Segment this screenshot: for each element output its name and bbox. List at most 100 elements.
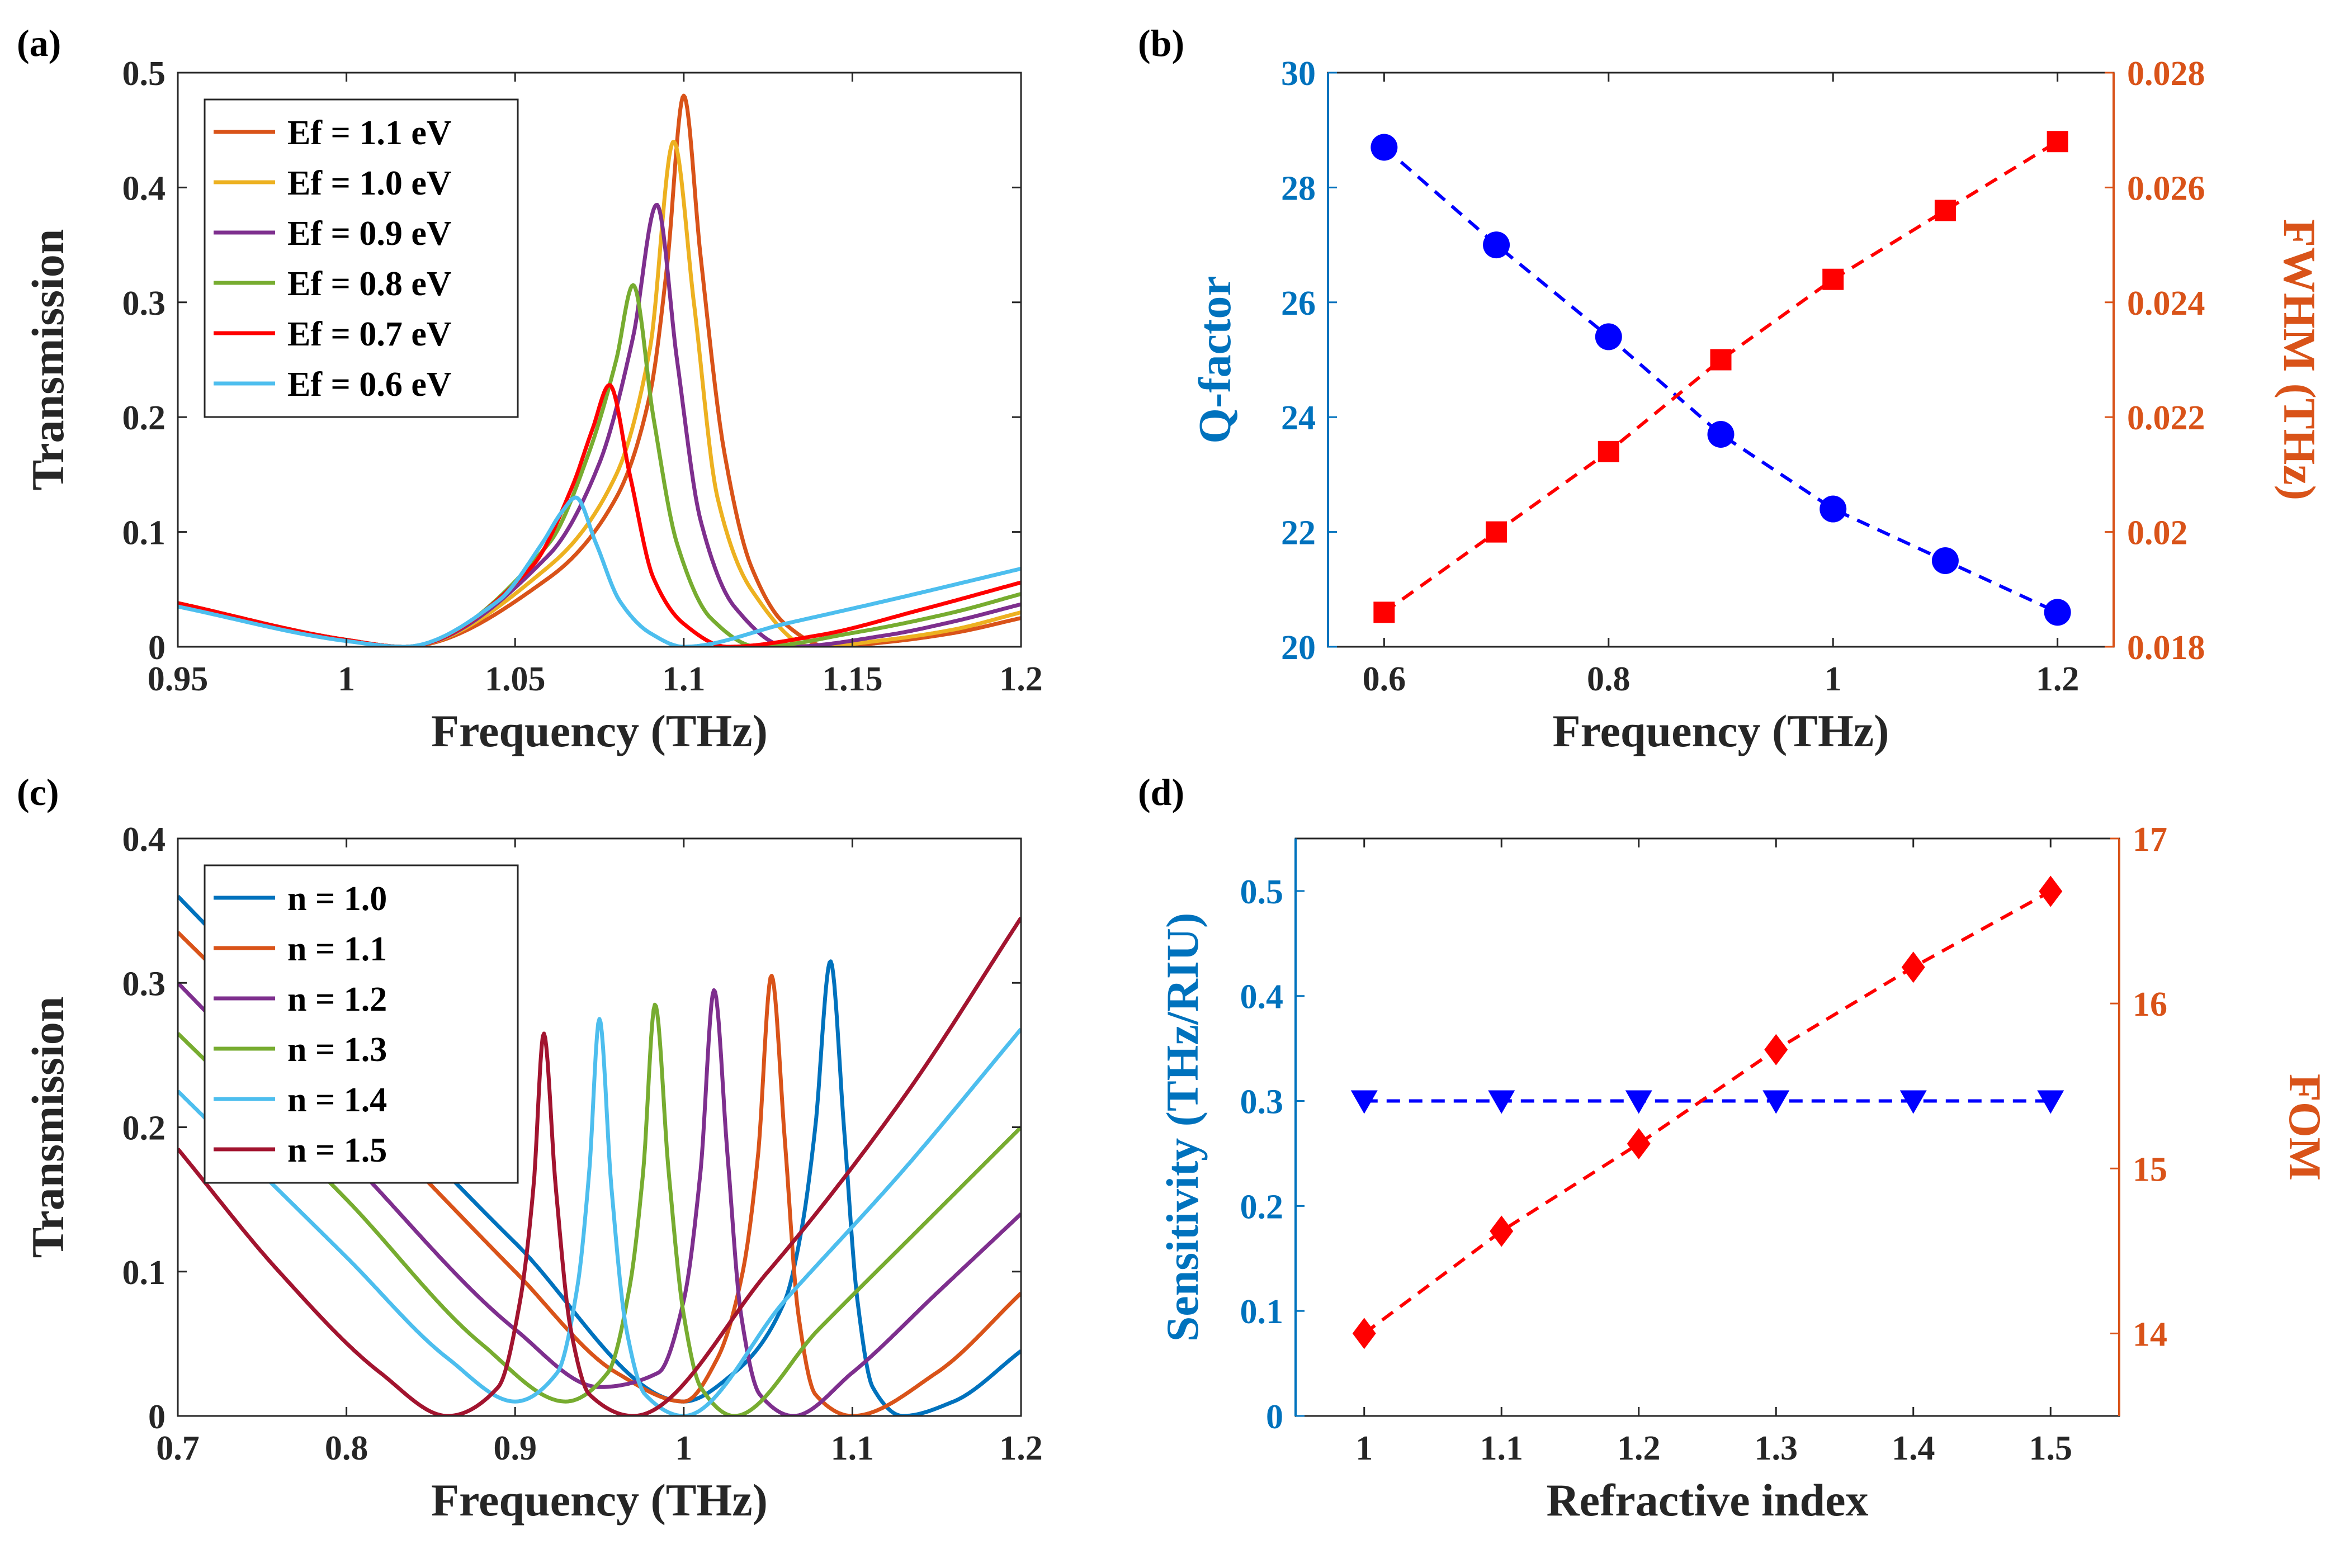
legend-label: Ef = 1.1 eV [287, 114, 452, 152]
data-point [1595, 323, 1622, 350]
data-point [1901, 951, 1925, 983]
legend-label: Ef = 1.0 eV [287, 164, 452, 202]
x-tick-label: 1 [675, 1429, 692, 1467]
y-tick-label: 0.1 [122, 1254, 166, 1292]
y-tick-label: 0 [148, 629, 166, 667]
x-tick-label: 0.7 [156, 1429, 200, 1467]
y-tick-label: 0.2 [122, 399, 166, 437]
x-tick-label: 0.8 [1587, 660, 1631, 698]
y-right-axis-label: FWHM (THz) [2274, 219, 2325, 500]
y-tick-label: 0.1 [122, 514, 166, 552]
legend-box [204, 864, 519, 1184]
panel-label: (d) [1138, 771, 1184, 813]
x-tick-label: 1.4 [1892, 1429, 1935, 1467]
data-point [1490, 1215, 1514, 1247]
y-tick-label: 24 [1281, 399, 1316, 437]
x-tick-label: 1.1 [662, 660, 706, 698]
legend-label: n = 1.3 [287, 1031, 387, 1069]
x-axis-label: Refractive index [1546, 1475, 1868, 1526]
plot-data [1350, 875, 2064, 1349]
data-point [1488, 1090, 1515, 1114]
y-tick-label: 0.2 [1240, 1188, 1284, 1226]
series-line [178, 495, 1021, 647]
data-point [1371, 134, 1398, 161]
y-right-tick-label: 0.018 [2127, 629, 2205, 667]
data-point [1820, 495, 1847, 523]
data-point [1899, 1090, 1927, 1114]
x-tick-label: 0.95 [148, 660, 209, 698]
x-tick-label: 0.9 [493, 1429, 537, 1467]
data-point [1625, 1090, 1652, 1114]
x-axis-label: Frequency (THz) [1553, 705, 1889, 756]
plot-data [1371, 131, 2071, 626]
y-right-tick-label: 0.02 [2127, 514, 2188, 552]
y-tick-label: 0.4 [1240, 978, 1284, 1016]
y-tick-label: 0 [1266, 1398, 1283, 1436]
x-tick-label: 1.3 [1755, 1429, 1798, 1467]
legend-label: n = 1.4 [287, 1081, 387, 1119]
x-tick-label: 1.2 [999, 1429, 1043, 1467]
y-tick-label: 0.4 [122, 821, 166, 859]
panel-d: 1 1.1 1.2 1.3 1.4 1.5 0 0.1 0.2 0.3 0.4 0.5 14 15 16 17… [1138, 771, 2331, 1526]
data-point [1352, 1318, 1376, 1349]
y-right-tick-label: 0.028 [2127, 55, 2205, 93]
x-tick-label: 1 [1355, 1429, 1373, 1467]
legend: Ef = 1.1 eV Ef = 1.0 eV Ef = 0.9 eV Ef = 0.… [204, 98, 519, 418]
panel-label: (c) [17, 771, 59, 813]
y-tick-label: 0.3 [122, 285, 166, 323]
y-tick-label: 0.5 [122, 55, 166, 93]
plot-area [1296, 839, 2119, 1416]
legend: n = 1.0 n = 1.1 n = 1.2 n = 1.3 n = 1.4 n = 1… [204, 864, 519, 1184]
y-tick-label: 30 [1281, 55, 1316, 93]
y-right-tick-label: 0.022 [2127, 399, 2205, 437]
panel-label: (a) [17, 22, 61, 64]
x-tick-label: 0.6 [1363, 660, 1406, 698]
panel-label: (b) [1138, 22, 1184, 64]
x-tick-label: 1.05 [485, 660, 546, 698]
panel-a: 0.95 1 1.05 1.1 1.15 1.2 0 0.1 0.2 0.3 0.4 0.5 Frequ… [17, 22, 1043, 756]
data-point [1934, 200, 1956, 221]
data-point [2047, 131, 2068, 153]
data-point [1822, 268, 1844, 290]
x-axis-label: Frequency (THz) [431, 705, 768, 756]
x-tick-label: 1.2 [2036, 660, 2080, 698]
x-tick-label: 1.1 [1480, 1429, 1524, 1467]
x-tick-label: 1.5 [2029, 1429, 2073, 1467]
data-point [2037, 1090, 2064, 1114]
x-tick-label: 1 [1825, 660, 1842, 698]
data-point [1483, 231, 1510, 259]
series-line [178, 917, 1021, 1416]
y-tick-label: 28 [1281, 169, 1316, 207]
data-point [1373, 601, 1395, 623]
panel-c: 0.7 0.8 0.9 1 1.1 1.2 0 0.1 0.2 0.3 0.4 Frequency (… [17, 771, 1043, 1526]
data-point [1627, 1128, 1651, 1160]
legend-label: n = 1.0 [287, 880, 387, 918]
x-tick-label: 1.1 [831, 1429, 875, 1467]
data-point [1710, 349, 1732, 371]
y-tick-label: 0.3 [1240, 1083, 1284, 1121]
data-point [1598, 440, 1619, 462]
y-tick-label: 22 [1281, 514, 1316, 552]
data-point [2039, 875, 2063, 907]
data-point [1486, 521, 1507, 543]
data-point [2044, 599, 2071, 626]
legend-label: n = 1.5 [287, 1131, 387, 1169]
data-point [1762, 1090, 1790, 1114]
y-right-tick-label: 15 [2133, 1150, 2167, 1188]
y-tick-label: 26 [1281, 285, 1316, 323]
data-point [1931, 547, 1959, 574]
y-tick-label: 0.1 [1240, 1293, 1284, 1331]
data-point [1707, 421, 1735, 448]
x-tick-label: 1.15 [822, 660, 883, 698]
y-tick-label: 0.2 [122, 1110, 166, 1148]
legend-label: n = 1.2 [287, 980, 387, 1019]
legend-label: n = 1.1 [287, 930, 387, 968]
x-tick-label: 0.8 [325, 1429, 368, 1467]
data-point [1764, 1034, 1788, 1065]
y-right-tick-label: 0.024 [2127, 285, 2205, 323]
legend-label: Ef = 0.6 eV [287, 366, 452, 404]
legend-label: Ef = 0.9 eV [287, 215, 452, 253]
panel-b: 0.6 0.8 1 1.2 20 22 24 26 28 30 0.018 0.02 0.022 0.02… [1138, 22, 2325, 756]
plot-data [178, 93, 1021, 647]
